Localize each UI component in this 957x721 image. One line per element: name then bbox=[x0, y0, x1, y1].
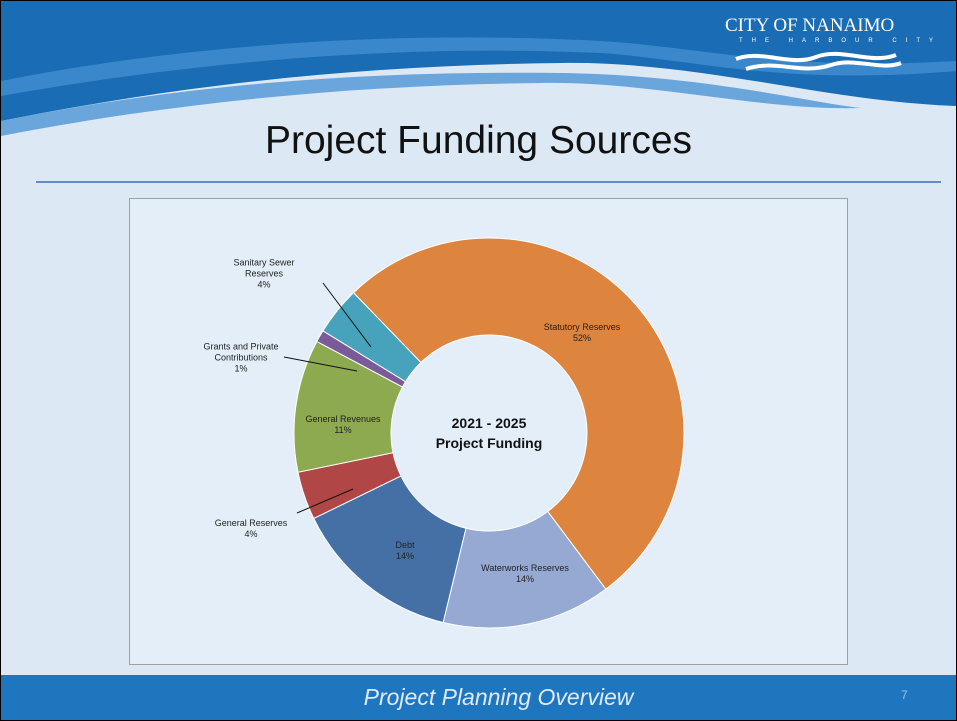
data-label: Grants and Private Contributions 1% bbox=[191, 342, 291, 375]
data-label-name: General Revenues bbox=[305, 414, 381, 424]
data-label-value: 11% bbox=[334, 425, 352, 435]
data-label: Waterworks Reserves 14% bbox=[481, 563, 569, 585]
footer-text: Project Planning Overview bbox=[363, 684, 634, 710]
data-label-value: 52% bbox=[572, 333, 591, 343]
logo-waves bbox=[735, 51, 902, 71]
data-label-name: Statutory Reserves bbox=[543, 322, 621, 332]
data-label-name: General Reserves bbox=[214, 518, 288, 528]
donut-slice bbox=[352, 237, 685, 590]
banner-stripe bbox=[1, 37, 956, 96]
data-label: Sanitary Sewer Reserves 4% bbox=[214, 258, 314, 291]
logo-name: CITY OF NANAIMO bbox=[725, 15, 895, 36]
center-label-line: Project Funding bbox=[435, 435, 543, 451]
leader-line bbox=[283, 356, 358, 372]
data-label-value: 14% bbox=[515, 574, 534, 584]
data-label: General Revenues 11% bbox=[305, 414, 380, 436]
data-label: Debt 14% bbox=[395, 540, 414, 562]
center-label-line: 2021 - 2025 bbox=[451, 415, 527, 431]
leader-line bbox=[296, 488, 354, 514]
footer-band bbox=[1, 675, 956, 720]
data-label-value: 4% bbox=[257, 279, 271, 290]
banner bbox=[1, 1, 956, 121]
data-label-name: Debt bbox=[395, 540, 415, 550]
slide-title: Project Funding Sources bbox=[264, 119, 693, 162]
center-label: 2021 - 2025 Project Funding bbox=[436, 413, 543, 453]
page-number: 7 bbox=[901, 688, 908, 702]
data-label: Statutory Reserves 52% bbox=[544, 322, 621, 344]
data-label-value: 14% bbox=[395, 551, 415, 561]
data-label-name: Waterworks Reserves bbox=[481, 563, 569, 573]
data-label: General Reserves 4% bbox=[215, 518, 288, 540]
banner-wave bbox=[1, 72, 861, 136]
data-label-name: Sanitary Sewer Reserves bbox=[233, 257, 295, 279]
data-label-name: Grants and Private Contributions bbox=[203, 341, 279, 363]
leader-line bbox=[322, 282, 372, 348]
data-label-value: 4% bbox=[244, 529, 258, 539]
logo-tagline: THE HARBOUR CITY bbox=[739, 38, 943, 44]
data-label-value: 1% bbox=[234, 363, 248, 374]
